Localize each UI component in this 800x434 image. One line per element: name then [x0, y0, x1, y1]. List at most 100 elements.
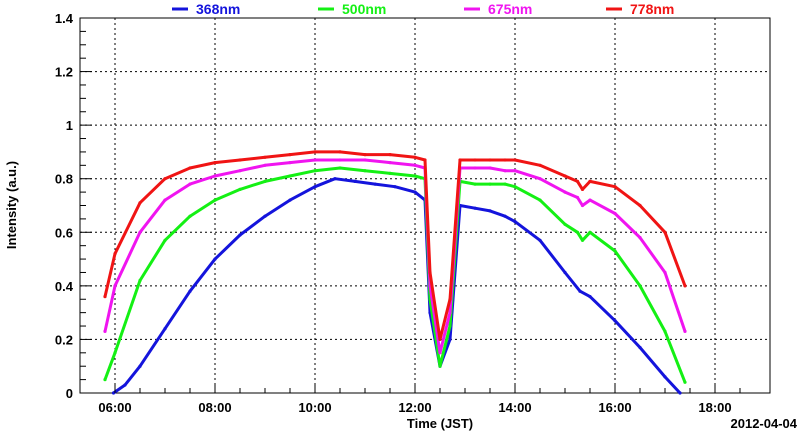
series-point-778nm: [438, 337, 442, 341]
series-point-368nm: [163, 327, 167, 331]
series-point-675nm: [563, 190, 567, 194]
series-point-675nm: [163, 198, 167, 202]
series-point-500nm: [448, 324, 452, 328]
series-point-368nm: [353, 179, 357, 183]
series-point-675nm: [263, 163, 267, 167]
series-point-500nm: [113, 351, 117, 355]
series-point-778nm: [683, 284, 687, 288]
series-point-368nm: [238, 233, 242, 237]
series-point-675nm: [288, 161, 292, 165]
series-point-500nm: [663, 329, 667, 333]
series-point-675nm: [575, 195, 580, 200]
series-point-368nm: [393, 185, 397, 189]
series-point-500nm: [213, 198, 217, 202]
series-point-368nm: [473, 206, 477, 210]
series-point-368nm: [288, 198, 292, 202]
y-axis-title: Intensity (a.u.): [4, 161, 19, 249]
legend: 368nm 500nm 675nm 778nm: [172, 1, 674, 17]
series-point-675nm: [188, 182, 192, 186]
series-point-778nm: [458, 158, 462, 162]
series-point-778nm: [103, 295, 107, 299]
series-point-675nm: [113, 284, 117, 288]
series-point-778nm: [363, 153, 367, 157]
series-point-500nm: [503, 182, 507, 186]
x-axis-title: Time (JST): [407, 416, 473, 431]
date-label: 2012-04-04: [731, 416, 798, 431]
series-point-778nm: [448, 297, 452, 301]
series-point-675nm: [613, 211, 617, 216]
series-point-500nm: [438, 364, 442, 368]
series-point-778nm: [538, 163, 542, 167]
series-point-500nm: [473, 182, 477, 186]
series-point-778nm: [388, 153, 392, 157]
series-point-500nm: [488, 182, 492, 186]
y-tick-label: 0.6: [55, 225, 73, 240]
series-point-500nm: [138, 278, 142, 283]
series-point-675nm: [473, 166, 477, 170]
series-point-778nm: [423, 158, 427, 162]
series-point-778nm: [588, 179, 592, 183]
series-point-500nm: [188, 214, 192, 218]
series-point-500nm: [575, 230, 580, 234]
x-tick-label: 08:00: [198, 400, 231, 415]
series-point-675nm: [438, 351, 442, 355]
series-point-675nm: [538, 177, 542, 181]
series-point-368nm: [123, 383, 127, 387]
series-point-675nm: [683, 329, 687, 333]
series-point-675nm: [513, 169, 517, 173]
series-point-500nm: [538, 198, 542, 202]
series-point-778nm: [580, 187, 585, 191]
series-point-675nm: [663, 270, 667, 275]
series-point-778nm: [503, 158, 507, 162]
series-point-500nm: [313, 169, 317, 173]
y-tick-label: 0.2: [55, 332, 73, 347]
series-point-500nm: [103, 378, 107, 382]
series-point-368nm: [448, 337, 452, 341]
series-point-675nm: [238, 169, 242, 173]
series-point-778nm: [263, 155, 267, 159]
series-point-500nm: [338, 166, 342, 170]
series-point-500nm: [613, 249, 617, 253]
series-point-778nm: [473, 158, 477, 162]
series-point-368nm: [333, 177, 337, 181]
series-point-368nm: [563, 270, 567, 275]
series-point-778nm: [563, 174, 567, 178]
series-point-675nm: [638, 236, 642, 240]
series-point-368nm: [638, 345, 642, 350]
series-point-675nm: [488, 166, 492, 170]
series-layer: [103, 150, 687, 395]
series-point-675nm: [313, 158, 317, 162]
series-point-778nm: [638, 203, 642, 208]
series-point-500nm: [413, 174, 417, 178]
series-point-500nm: [263, 179, 267, 183]
series-point-368nm: [263, 214, 267, 218]
series-point-500nm: [683, 380, 687, 384]
x-tick-label: 10:00: [298, 400, 331, 415]
series-point-778nm: [488, 158, 492, 162]
y-tick-label: 1: [66, 118, 73, 133]
series-point-368nm: [373, 182, 377, 186]
series-point-778nm: [138, 201, 142, 205]
series-point-675nm: [503, 169, 507, 173]
series-point-368nm: [313, 185, 317, 189]
series-point-675nm: [588, 198, 592, 202]
series-point-500nm: [163, 238, 167, 242]
series-point-778nm: [238, 158, 242, 162]
series-point-368nm: [188, 289, 192, 293]
axis-ticks: 06:00 08:00 10:00 12:00 14:00 16:00 18:00 0 0.2 0…: [55, 11, 741, 415]
y-tick-label: 0.8: [55, 172, 73, 187]
series-point-675nm: [213, 174, 217, 178]
series-point-500nm: [363, 169, 367, 173]
series-point-778nm: [413, 155, 417, 159]
series-point-500nm: [588, 230, 592, 234]
series-point-368nm: [413, 190, 417, 194]
series-point-778nm: [113, 252, 117, 256]
legend-label: 675nm: [488, 1, 532, 17]
series-point-368nm: [138, 364, 142, 368]
series-point-500nm: [638, 284, 642, 288]
series-point-675nm: [448, 311, 452, 315]
series-point-675nm: [388, 161, 392, 165]
series-point-778nm: [513, 158, 517, 162]
series-point-675nm: [138, 230, 142, 234]
